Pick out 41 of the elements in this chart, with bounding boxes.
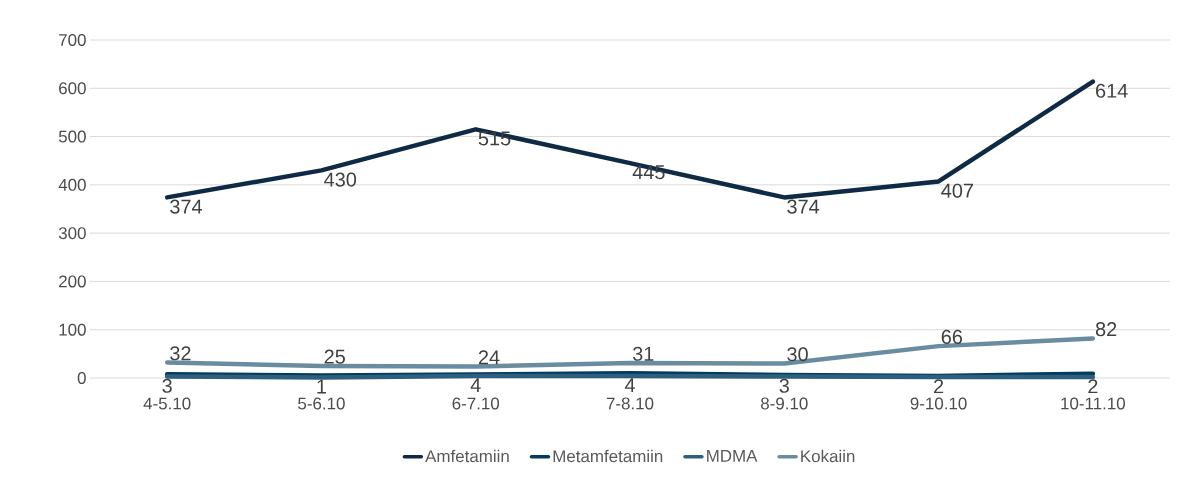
data-label: 66: [941, 329, 963, 344]
legend-label: Amfetamiin: [425, 449, 509, 463]
data-label: 614: [1096, 83, 1128, 98]
x-tick-label: 5-6.10: [298, 397, 345, 410]
y-tick-label: 700: [59, 33, 86, 46]
data-label: 430: [324, 172, 357, 187]
y-tick-label: 100: [59, 323, 86, 336]
data-label: 31: [632, 346, 654, 361]
data-label: 2: [934, 379, 944, 394]
data-label: 24: [478, 350, 500, 365]
x-tick-label: 4-5.10: [143, 397, 191, 410]
y-tick-label: 300: [58, 227, 86, 240]
data-label: 25: [324, 349, 345, 364]
legend-label: Metamfetamiin: [553, 449, 663, 463]
data-label: 4: [624, 378, 635, 392]
y-tick-label: 600: [59, 82, 86, 95]
legend-label: Kokaiin: [801, 449, 855, 463]
x-tick-label: 10-11.10: [1061, 397, 1125, 410]
y-tick-label: 500: [58, 130, 86, 143]
data-label: 32: [170, 346, 191, 361]
data-label: 4: [470, 378, 481, 392]
data-label: 3: [162, 378, 172, 393]
data-label: 515: [478, 131, 511, 146]
y-tick-label: 200: [59, 275, 86, 288]
data-label: 2: [1088, 379, 1098, 394]
data-label: 3: [779, 378, 789, 393]
data-label: 374: [170, 199, 202, 214]
data-label: 30: [787, 347, 808, 362]
data-label: 445: [632, 165, 665, 180]
x-tick-label: 6-7.10: [452, 397, 500, 410]
data-label: 374: [787, 199, 820, 214]
x-tick-label: 8-9.10: [761, 397, 808, 410]
x-tick-label: 7-8.10: [606, 397, 654, 410]
data-label: 407: [941, 183, 973, 198]
line-series: [164, 79, 1096, 200]
data-label: 1: [317, 379, 326, 394]
y-tick-label: 400: [58, 178, 86, 191]
x-tick-label: 9-10.10: [910, 397, 967, 410]
data-label: 82: [1095, 322, 1117, 337]
legend-label: MDMA: [707, 450, 758, 462]
y-tick-label: 0: [77, 371, 86, 384]
